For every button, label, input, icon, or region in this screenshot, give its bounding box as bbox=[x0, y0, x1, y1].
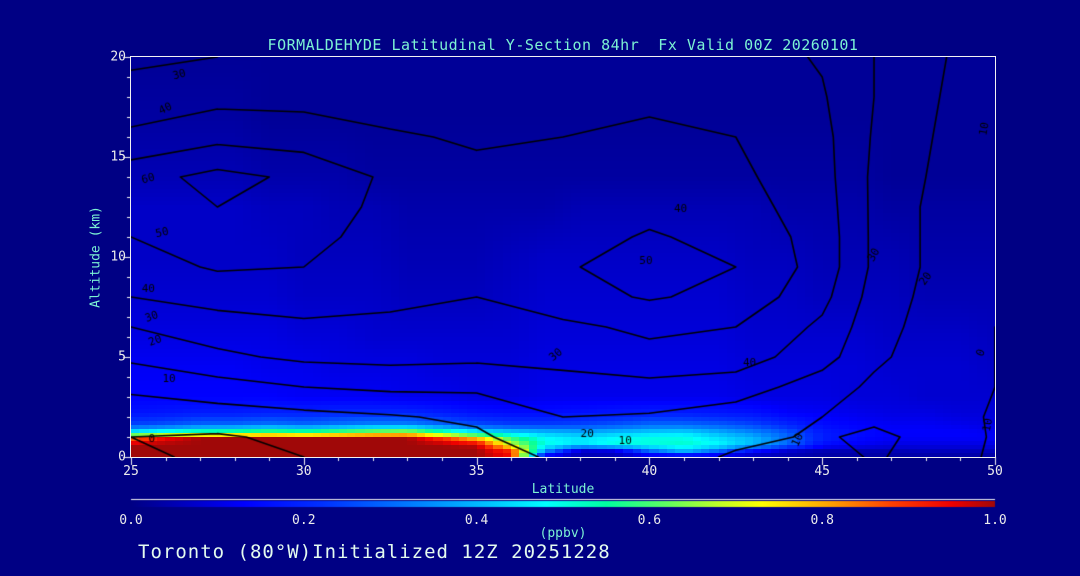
x-tick-label: 25 bbox=[123, 464, 139, 479]
plot-title: FORMALDEHYDE Latitudinal Y-Section 84hr … bbox=[267, 36, 859, 54]
x-tick-label: 45 bbox=[814, 464, 831, 479]
colorbar-tick-label: 0.6 bbox=[637, 513, 662, 528]
colorbar-tick-label: 0.2 bbox=[292, 513, 316, 528]
x-tick-label: 50 bbox=[987, 464, 1003, 479]
y-tick-label: 0 bbox=[118, 449, 126, 465]
colorbar-tick-label: 0.0 bbox=[119, 513, 143, 528]
contour-lines-canvas bbox=[131, 57, 995, 457]
y-tick-label: 10 bbox=[110, 249, 126, 265]
x-tick-label: 35 bbox=[468, 464, 485, 479]
y-axis-label: Altitude (km) bbox=[88, 206, 104, 308]
x-tick-label: 40 bbox=[641, 464, 658, 479]
x-tick-label: 30 bbox=[295, 464, 312, 479]
colorbar-tick-label: 1.0 bbox=[983, 513, 1007, 528]
y-tick-label: 5 bbox=[118, 349, 126, 365]
colorbar-tick-label: 0.8 bbox=[810, 513, 834, 528]
y-tick-label: 15 bbox=[110, 149, 126, 165]
x-axis-label: Latitude bbox=[531, 482, 595, 497]
y-tick-label: 20 bbox=[110, 49, 126, 65]
colorbar-units-label: (ppbv) bbox=[539, 526, 587, 541]
colorbar-tick-label: 0.4 bbox=[464, 513, 489, 528]
run-caption: Toronto (80°W)Initialized 12Z 20251228 bbox=[138, 541, 611, 563]
